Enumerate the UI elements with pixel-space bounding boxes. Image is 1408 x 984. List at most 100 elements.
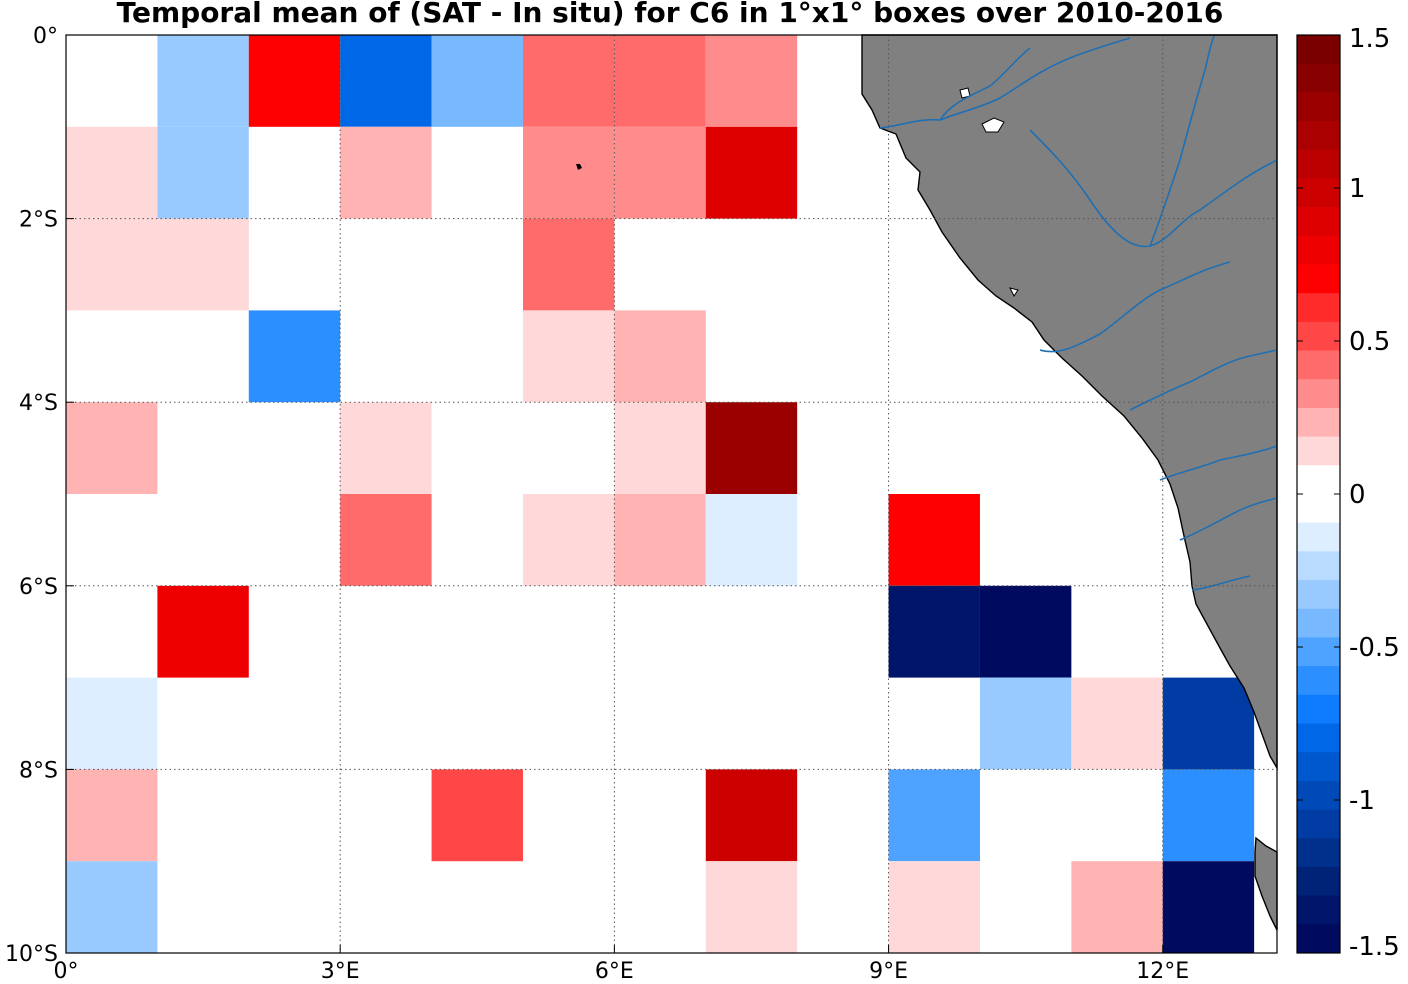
heatmap-cell	[1162, 769, 1255, 862]
heatmap-cell	[705, 769, 798, 862]
heatmap-cell	[66, 126, 158, 219]
longitude-ticks: 0° 3°E 6°E 9°E 12°E	[54, 945, 1189, 984]
colorbar-segment	[1297, 924, 1340, 954]
heatmap-cell	[340, 494, 432, 586]
colorbar-tick-label: 0	[1349, 480, 1366, 510]
colorbar-segment	[1297, 838, 1340, 868]
map-frame	[65, 34, 1278, 954]
heatmap-cell	[157, 35, 249, 127]
heatmap-cell	[66, 769, 158, 862]
heatmap-cell	[340, 35, 432, 127]
heatmap-cell	[705, 126, 798, 219]
colorbar-segment	[1297, 723, 1340, 753]
heatmap-cell	[66, 861, 158, 953]
heatmap-cell	[66, 402, 158, 494]
river	[1129, 349, 1278, 411]
y-tick-label: 2°S	[19, 208, 58, 233]
heatmap-cell	[157, 585, 249, 678]
river	[879, 37, 1131, 129]
heatmap-cell	[522, 494, 615, 586]
colorbar-segment	[1297, 866, 1340, 897]
heatmap-cell	[66, 677, 158, 770]
heatmap-cell	[705, 494, 798, 586]
heatmap-cell	[888, 861, 980, 953]
heatmap-cell	[1162, 861, 1255, 953]
colorbar-segment	[1297, 63, 1340, 93]
colorbar-segment	[1297, 149, 1340, 179]
heatmap-cell	[248, 35, 341, 127]
river	[1149, 35, 1215, 247]
colorbar: 1.5 1 0.5 0 -0.5 -1 -1.5	[1296, 24, 1400, 962]
heatmap-cell	[705, 35, 798, 127]
heatmap-cell	[522, 126, 615, 219]
colorbar-tick-label: 0.5	[1349, 327, 1390, 357]
colorbar-segment	[1297, 522, 1340, 552]
colorbar-segment	[1297, 121, 1340, 151]
heatmap-cell	[705, 402, 798, 494]
heatmap-cell	[1162, 677, 1255, 770]
colorbar-segment	[1297, 350, 1340, 380]
colorbar-segment	[1297, 207, 1340, 237]
figure-title: Temporal mean of (SAT - In situ) for C6 …	[117, 0, 1224, 29]
heatmap-cell	[614, 310, 706, 403]
y-tick-label: 0°	[33, 24, 58, 49]
colorbar-segment	[1297, 321, 1340, 352]
land-polygon	[861, 34, 1278, 931]
colorbar-segment	[1297, 752, 1340, 782]
colorbar-segment	[1297, 694, 1340, 724]
colorbar-segment	[1297, 407, 1340, 438]
colorbar-segment	[1297, 608, 1340, 638]
rivers	[879, 35, 1278, 591]
heatmap-cell	[431, 35, 523, 127]
heatmap-cell	[614, 126, 706, 219]
colorbar-segment	[1297, 809, 1340, 839]
heatmap-cell	[431, 769, 523, 862]
heatmap-cell	[522, 35, 615, 127]
colorbar-tick-label: 1.5	[1349, 24, 1390, 54]
map-plot-area: 0° 3°E 6°E 9°E 12°E 0° 2°S 4°S 6°S 8°S 10°S	[5, 24, 1278, 984]
colorbar-segment	[1297, 178, 1340, 208]
river	[1179, 497, 1278, 541]
colorbar-tick-label: -1.5	[1349, 932, 1400, 962]
x-tick-label: 6°E	[595, 959, 634, 984]
river	[1029, 129, 1278, 248]
heatmap-cell	[522, 218, 615, 311]
colorbar-tick-label: -0.5	[1349, 633, 1400, 663]
heatmap-cells	[66, 35, 1255, 953]
colorbar-segment	[1297, 436, 1340, 466]
heatmap-cell	[157, 218, 249, 311]
river	[939, 47, 1031, 121]
colorbar-segment	[1297, 235, 1340, 265]
heatmap-cell	[157, 126, 249, 219]
x-tick-label: 0°	[54, 959, 79, 984]
heatmap-cell	[66, 218, 158, 311]
x-tick-label: 3°E	[321, 959, 360, 984]
y-tick-label: 8°S	[19, 758, 58, 783]
colorbar-tick-label: 1	[1349, 174, 1366, 204]
colorbar-segment	[1297, 580, 1340, 610]
heatmap-cell	[614, 35, 706, 127]
x-tick-label: 12°E	[1136, 959, 1189, 984]
colorbar-segment	[1297, 895, 1340, 925]
island	[576, 164, 582, 170]
latitude-ticks: 0° 2°S 4°S 6°S 8°S 10°S	[5, 24, 74, 967]
colorbar-segment	[1297, 494, 1340, 524]
heatmap-cell	[705, 861, 798, 953]
colorbar-segment	[1297, 465, 1340, 495]
colorbar-segment	[1297, 666, 1340, 696]
colorbar-tick-label: -1	[1349, 786, 1375, 816]
y-tick-label: 6°S	[19, 575, 58, 600]
colorbar-segment	[1297, 780, 1340, 811]
river	[1191, 575, 1251, 591]
heatmap-cell	[888, 494, 980, 586]
lake	[1009, 287, 1019, 297]
colorbar-segment	[1297, 264, 1340, 294]
y-tick-label: 4°S	[19, 391, 58, 416]
colorbar-segment	[1297, 293, 1340, 323]
x-tick-label: 9°E	[869, 959, 908, 984]
heatmap-cell	[248, 310, 341, 403]
y-tick-label: 10°S	[5, 942, 58, 967]
colorbar-segment	[1297, 551, 1340, 581]
heatmap-cell	[340, 402, 432, 494]
